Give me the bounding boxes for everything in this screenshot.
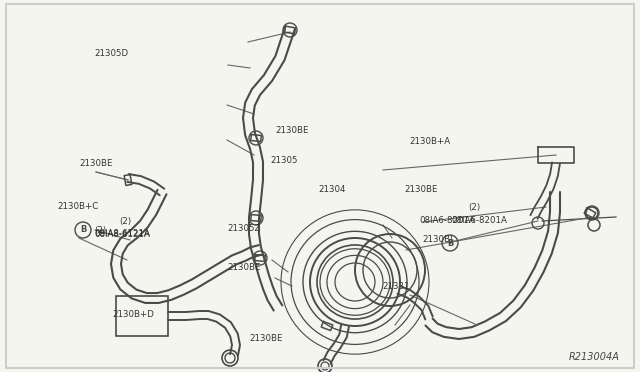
Bar xyxy=(116,296,168,336)
Text: (2): (2) xyxy=(468,203,481,212)
Text: (2): (2) xyxy=(95,226,107,235)
Text: (2): (2) xyxy=(120,217,132,226)
Text: 2130B+C: 2130B+C xyxy=(58,202,99,211)
Text: 2130BE: 2130BE xyxy=(404,185,438,194)
Text: 08IA6-8201A: 08IA6-8201A xyxy=(419,216,475,225)
Text: 2130B+A: 2130B+A xyxy=(410,137,451,146)
Text: R213004A: R213004A xyxy=(569,352,620,362)
Text: 21305: 21305 xyxy=(271,156,298,165)
Text: 2130BJ: 2130BJ xyxy=(422,235,453,244)
Text: 2130B+D: 2130B+D xyxy=(112,310,154,319)
Text: 2130BE: 2130BE xyxy=(250,334,283,343)
Text: B: B xyxy=(80,225,86,234)
Text: 08IA8-6121A: 08IA8-6121A xyxy=(95,230,150,239)
Text: 21304: 21304 xyxy=(319,185,346,194)
Text: 08IA8-6121A: 08IA8-6121A xyxy=(95,229,150,238)
Text: 2130BE: 2130BE xyxy=(275,126,308,135)
Text: 2130BE: 2130BE xyxy=(79,159,113,168)
Text: 21305Z: 21305Z xyxy=(227,224,260,233)
Text: 2130BE: 2130BE xyxy=(227,263,260,272)
Text: 08IA6-8201A: 08IA6-8201A xyxy=(451,216,507,225)
Text: 21331: 21331 xyxy=(383,282,410,291)
Text: B: B xyxy=(447,238,453,247)
Text: 21305D: 21305D xyxy=(95,49,129,58)
